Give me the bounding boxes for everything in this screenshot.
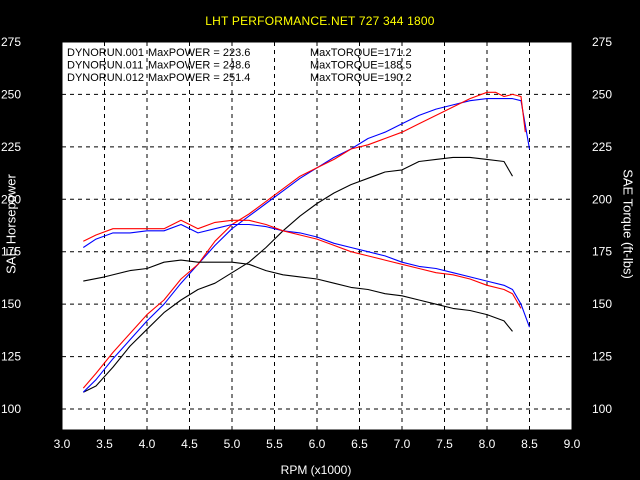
x-tick-label: 9.0 <box>564 437 581 451</box>
x-tick-label: 4.5 <box>181 437 198 451</box>
legend: DYNORUN.001 MaxPOWER = 223.6 MaxTORQUE=171… <box>67 47 412 84</box>
series-line <box>83 156 513 393</box>
y-tick-label-left: 200 <box>1 192 21 206</box>
legend-run-name: DYNORUN.011 <box>67 60 143 72</box>
legend-run-name: DYNORUN.001 <box>67 47 144 59</box>
plot-border <box>61 41 573 431</box>
legend-max-torque: MaxTORQUE=188.5 <box>310 60 412 72</box>
x-tick-label: 8.0 <box>479 437 496 451</box>
y-tick-label-right: 225 <box>592 140 612 154</box>
y-tick-label-right: 275 <box>592 35 612 49</box>
x-tick-label: 8.5 <box>521 437 538 451</box>
legend-run-name: DYNORUN.012 <box>67 72 144 84</box>
y-tick-label-left: 175 <box>1 245 21 259</box>
series-line <box>83 259 513 332</box>
x-tick-label: 4.0 <box>139 437 156 451</box>
x-tick-label: 7.0 <box>394 437 411 451</box>
legend-max-torque: MaxTORQUE=190.2 <box>310 72 412 84</box>
y-tick-label-right: 125 <box>592 350 612 364</box>
legend-max-power: MaxPOWER = 223.6 <box>148 47 250 59</box>
legend-max-power: MaxPOWER = 248.6 <box>148 60 250 72</box>
y-tick-label-right: 100 <box>592 402 612 416</box>
x-tick-label: 6.5 <box>351 437 368 451</box>
axis-ticks: 3.0 3.5 4.0 4.5 5.0 5.5 6.0 6.5 7.0 7.5 8.0 8.5 9.0 1… <box>1 35 612 451</box>
y-axis-label-left: SAE Horsepower <box>3 174 19 274</box>
y-tick-label-right: 175 <box>592 245 612 259</box>
chart-title: LHT PERFORMANCE.NET 727 344 1800 <box>205 14 435 28</box>
x-tick-label: 7.5 <box>436 437 453 451</box>
series-line <box>83 219 522 309</box>
y-tick-label-left: 100 <box>1 402 21 416</box>
y-tick-label-left: 225 <box>1 140 21 154</box>
data-series <box>82 91 531 393</box>
x-tick-label: 5.5 <box>266 437 283 451</box>
x-tick-label: 6.0 <box>309 437 326 451</box>
x-tick-label: 5.0 <box>224 437 241 451</box>
legend-max-torque: MaxTORQUE=171.2 <box>310 47 412 59</box>
x-tick-label: 3.0 <box>54 437 71 451</box>
y-tick-label-right: 250 <box>592 87 612 101</box>
series-line <box>82 91 526 389</box>
y-axis-label-right: SAE Torque (ft-lbs) <box>620 169 636 279</box>
x-axis-label: RPM (x1000) <box>280 463 352 477</box>
x-tick-label: 3.5 <box>96 437 113 451</box>
legend-max-power: MaxPOWER = 251.4 <box>148 72 250 84</box>
y-tick-label-left: 150 <box>1 297 21 311</box>
series-line <box>82 223 531 328</box>
y-tick-label-right: 150 <box>592 297 612 311</box>
y-tick-label-right: 200 <box>592 192 612 206</box>
y-tick-label-left: 125 <box>1 350 21 364</box>
y-tick-label-left: 250 <box>1 87 21 101</box>
y-tick-label-left: 275 <box>1 35 21 49</box>
